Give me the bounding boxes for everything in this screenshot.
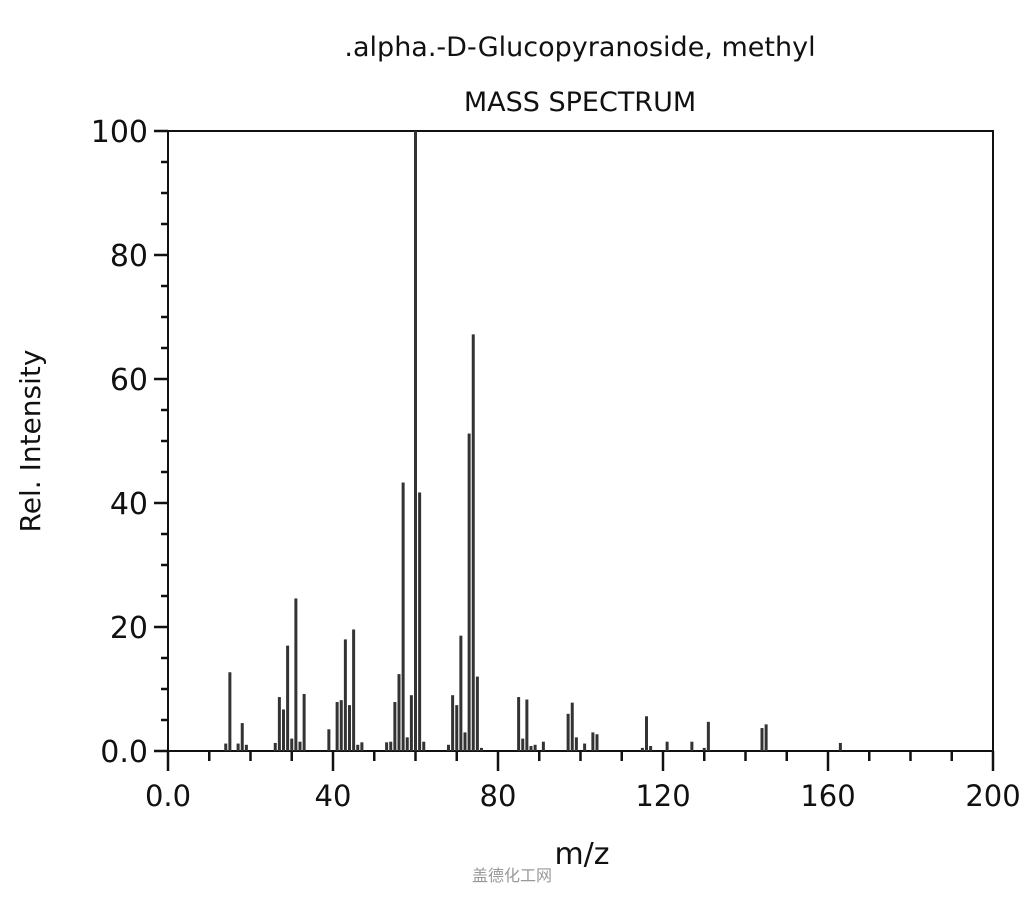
peak-bar-19: [244, 744, 248, 751]
x-tick-label: 160: [800, 779, 855, 813]
peak-bar-26: [273, 742, 277, 751]
peak-bar-43: [343, 639, 347, 751]
y-tick-label: 0.0: [100, 735, 148, 770]
peak-bar-59: [409, 695, 413, 751]
peak-bar-104: [595, 734, 599, 751]
peak-bar-68: [447, 744, 450, 751]
peak-bar-97: [566, 713, 570, 751]
peak-bar-32: [298, 741, 302, 751]
peak-bar-121: [665, 741, 669, 751]
peak-bar-42: [339, 700, 343, 751]
peak-bar-39: [327, 729, 331, 751]
x-tick-label: 80: [480, 779, 517, 813]
peak-bar-31: [294, 598, 298, 751]
y-axis-label: Rel. Intensity: [14, 350, 47, 533]
peak-bar-89: [533, 744, 537, 751]
peak-bar-57: [401, 482, 405, 751]
peak-bar-103: [591, 732, 595, 751]
peak-bar-70: [455, 705, 459, 751]
peak-bar-14: [224, 743, 228, 751]
peak-bar-130: [702, 747, 706, 751]
x-axis-label: m/z: [554, 837, 609, 872]
peak-bar-17: [236, 743, 240, 751]
peak-bar-71: [459, 635, 463, 751]
peak-bar-47: [360, 742, 364, 751]
peak-bar-127: [690, 741, 694, 751]
peak-bar-41: [335, 702, 339, 751]
peak-bar-58: [405, 737, 409, 751]
peak-bar-62: [422, 741, 426, 751]
peak-bar-46: [356, 744, 360, 751]
peak-bar-98: [570, 702, 574, 751]
peak-bar-45: [352, 629, 356, 751]
peak-bar-18: [240, 723, 244, 751]
peak-bar-101: [583, 743, 587, 751]
peak-bar-33: [302, 693, 306, 751]
peak-bar-54: [389, 741, 393, 751]
peak-bar-131: [706, 721, 710, 751]
chart-subtitle: MASS SPECTRUM: [464, 87, 696, 118]
peak-bar-91: [541, 741, 545, 751]
chart-title: .alpha.-D-Glucopyranoside, methyl: [344, 32, 815, 63]
peak-bar-30: [290, 738, 294, 751]
y-tick-label: 40: [110, 487, 148, 522]
peak-bar-145: [764, 724, 768, 751]
x-tick-label: 200: [965, 779, 1020, 813]
peak-bar-56: [397, 674, 401, 751]
peak-bar-60: [414, 131, 417, 751]
peak-bar-55: [393, 702, 397, 751]
plot-area: 0.0 40 80 120 160 200 0.0 20 40 60 80 100: [91, 115, 1021, 813]
peak-bar-44: [348, 705, 351, 751]
y-tick-label: 80: [110, 239, 148, 274]
peak-bar-116: [645, 716, 648, 751]
peak-bar-69: [451, 695, 455, 751]
peak-bar-74: [471, 334, 475, 751]
peak-bar-117: [649, 746, 653, 751]
peak-bar-28: [282, 709, 285, 751]
peak-bar-72: [463, 732, 467, 751]
x-tick-label: 0.0: [145, 779, 191, 813]
y-tick-label: 20: [110, 611, 148, 646]
peak-bar-29: [286, 645, 290, 751]
peak-bar-99: [574, 737, 578, 751]
x-tick-label: 120: [635, 779, 690, 813]
peak-bar-53: [385, 742, 389, 751]
y-tick-label: 60: [110, 363, 148, 398]
peak-bar-27: [277, 697, 281, 751]
peak-bar-85: [517, 697, 521, 751]
peak-bar-144: [760, 728, 764, 751]
peak-bar-115: [640, 747, 644, 751]
peak-bar-73: [467, 433, 471, 751]
y-tick-label: 100: [91, 115, 148, 150]
peak-bar-163: [838, 742, 842, 751]
peak-bar-87: [525, 699, 529, 751]
x-tick-label: 40: [315, 779, 352, 813]
peak-bar-86: [521, 738, 525, 751]
watermark: 盖德化工网: [472, 866, 552, 885]
peak-bar-15: [228, 672, 232, 751]
peak-bar-75: [475, 676, 479, 751]
peak-bar-76: [480, 747, 483, 751]
peak-bar-61: [418, 492, 422, 751]
plot-frame: [167, 130, 994, 752]
peak-bar-88: [529, 746, 533, 751]
